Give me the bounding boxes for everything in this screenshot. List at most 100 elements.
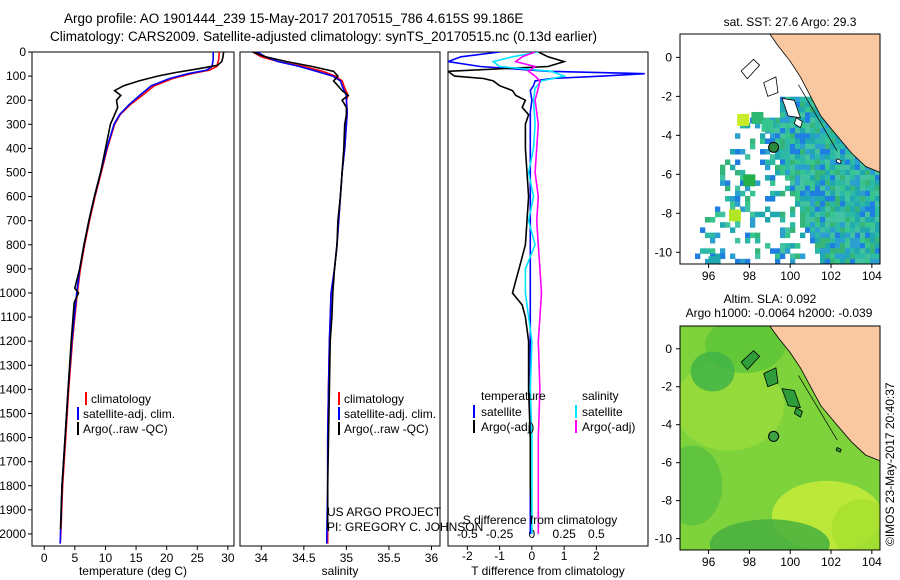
depth-tick-label: 0 (19, 45, 26, 59)
sst-cell (865, 190, 871, 197)
argo-float-marker (768, 430, 780, 442)
sst-cell (860, 243, 866, 249)
sst-cell (790, 138, 796, 145)
sst-cell (720, 169, 726, 176)
sst-cell (840, 143, 846, 150)
sst-cell (795, 175, 801, 181)
sst-cell (845, 159, 851, 166)
sst-cell (855, 206, 861, 213)
sst-cell (795, 133, 801, 139)
sst-cell (865, 201, 871, 207)
sst-cell (725, 159, 731, 166)
island (781, 388, 802, 409)
sst-cell (750, 143, 756, 150)
bathymetry-contour (798, 375, 838, 441)
sst-cell (775, 164, 781, 171)
sst-cell (785, 164, 791, 171)
sst-cell (855, 232, 861, 239)
sst-cell (830, 149, 836, 155)
difference-x-axis: -2 -1 0 1 2-0.5 -0.25 0 0.25 0.5 (457, 527, 605, 563)
sst-cell (775, 258, 781, 264)
sst-cell (805, 222, 811, 228)
sst-cell (825, 237, 831, 244)
sst-cell (855, 169, 861, 176)
series-salinity-satellite (491, 52, 567, 534)
sst-cell (810, 222, 816, 228)
sst-cell (800, 196, 806, 202)
sst-cell (855, 190, 861, 197)
sst-cell (735, 237, 741, 244)
sst-cell (770, 175, 776, 181)
sst-cell (790, 169, 796, 176)
sst-map-axes: 96 98 100 102 104 0 -2 -4 -6 -8 -10 (655, 50, 883, 283)
sst-cell (830, 159, 836, 166)
sst-cell (780, 227, 786, 233)
x-tick-label: -2 (462, 549, 473, 563)
sst-cell (820, 185, 826, 192)
sst-cell (810, 227, 816, 233)
x-tick-label: -1 (494, 549, 505, 563)
legend-marker-s-argo (575, 420, 577, 433)
sst-cell (795, 253, 801, 260)
sst-cell (840, 227, 846, 233)
sst-cell (865, 175, 871, 181)
sst-cell (795, 96, 801, 103)
sst-cell (805, 159, 811, 166)
sst-cell (830, 237, 836, 244)
map-y-tick-label: -8 (661, 206, 672, 220)
sst-cell (845, 185, 851, 192)
sst-cell (835, 206, 841, 213)
sst-cell (705, 248, 711, 254)
sst-cell (790, 222, 796, 228)
sst-cell (870, 222, 876, 228)
sst-cell (790, 164, 796, 171)
sst-cell (860, 169, 866, 176)
x-tick-label: 10 (99, 551, 113, 565)
sst-cell (835, 154, 841, 160)
sst-cell (725, 185, 731, 192)
sst-cell (745, 232, 751, 239)
sst-cell (745, 258, 751, 264)
sst-cell (770, 211, 776, 218)
sst-cell (845, 164, 851, 171)
sst-cell (785, 232, 791, 239)
sst-cell (845, 222, 851, 228)
sst-cell (790, 258, 796, 264)
sst-cell (800, 159, 806, 166)
map-x-tick-label: 104 (862, 269, 882, 283)
sst-cell (820, 133, 826, 139)
sst-cell (761, 119, 774, 132)
sst-cell (865, 237, 871, 244)
sst-cell (810, 133, 816, 139)
legend-marker-climatology (85, 392, 87, 405)
sst-cell (820, 253, 826, 260)
sst-cell (740, 190, 746, 197)
sst-cell (790, 128, 796, 134)
sst-cell (835, 164, 841, 171)
sst-cell (805, 138, 811, 145)
sst-cell (835, 143, 841, 150)
x-tick-label: 5 (72, 551, 79, 565)
sst-cell (805, 211, 811, 218)
legend-t-satellite: satellite (481, 405, 522, 419)
sst-cell (830, 138, 836, 145)
map-y-tick-label: -2 (661, 380, 672, 394)
sst-cell (825, 122, 831, 129)
series-argo-raw-qc- (252, 52, 350, 530)
sst-cell (820, 159, 826, 166)
sst-cell (870, 258, 876, 264)
sst-cell (855, 164, 861, 171)
sst-cell (815, 154, 821, 160)
series-temperature-argo-adj- (448, 52, 567, 535)
sst-cell (735, 133, 741, 139)
map-x-tick-label: 104 (862, 555, 882, 569)
sst-cell (840, 253, 846, 260)
sst-cell (800, 102, 806, 108)
island (740, 350, 761, 371)
sst-cell (720, 164, 726, 171)
map-y-tick-label: -2 (661, 89, 672, 103)
map-x-tick-label: 100 (780, 269, 800, 283)
sst-cell (870, 180, 876, 186)
depth-tick-label: 700 (6, 214, 26, 228)
